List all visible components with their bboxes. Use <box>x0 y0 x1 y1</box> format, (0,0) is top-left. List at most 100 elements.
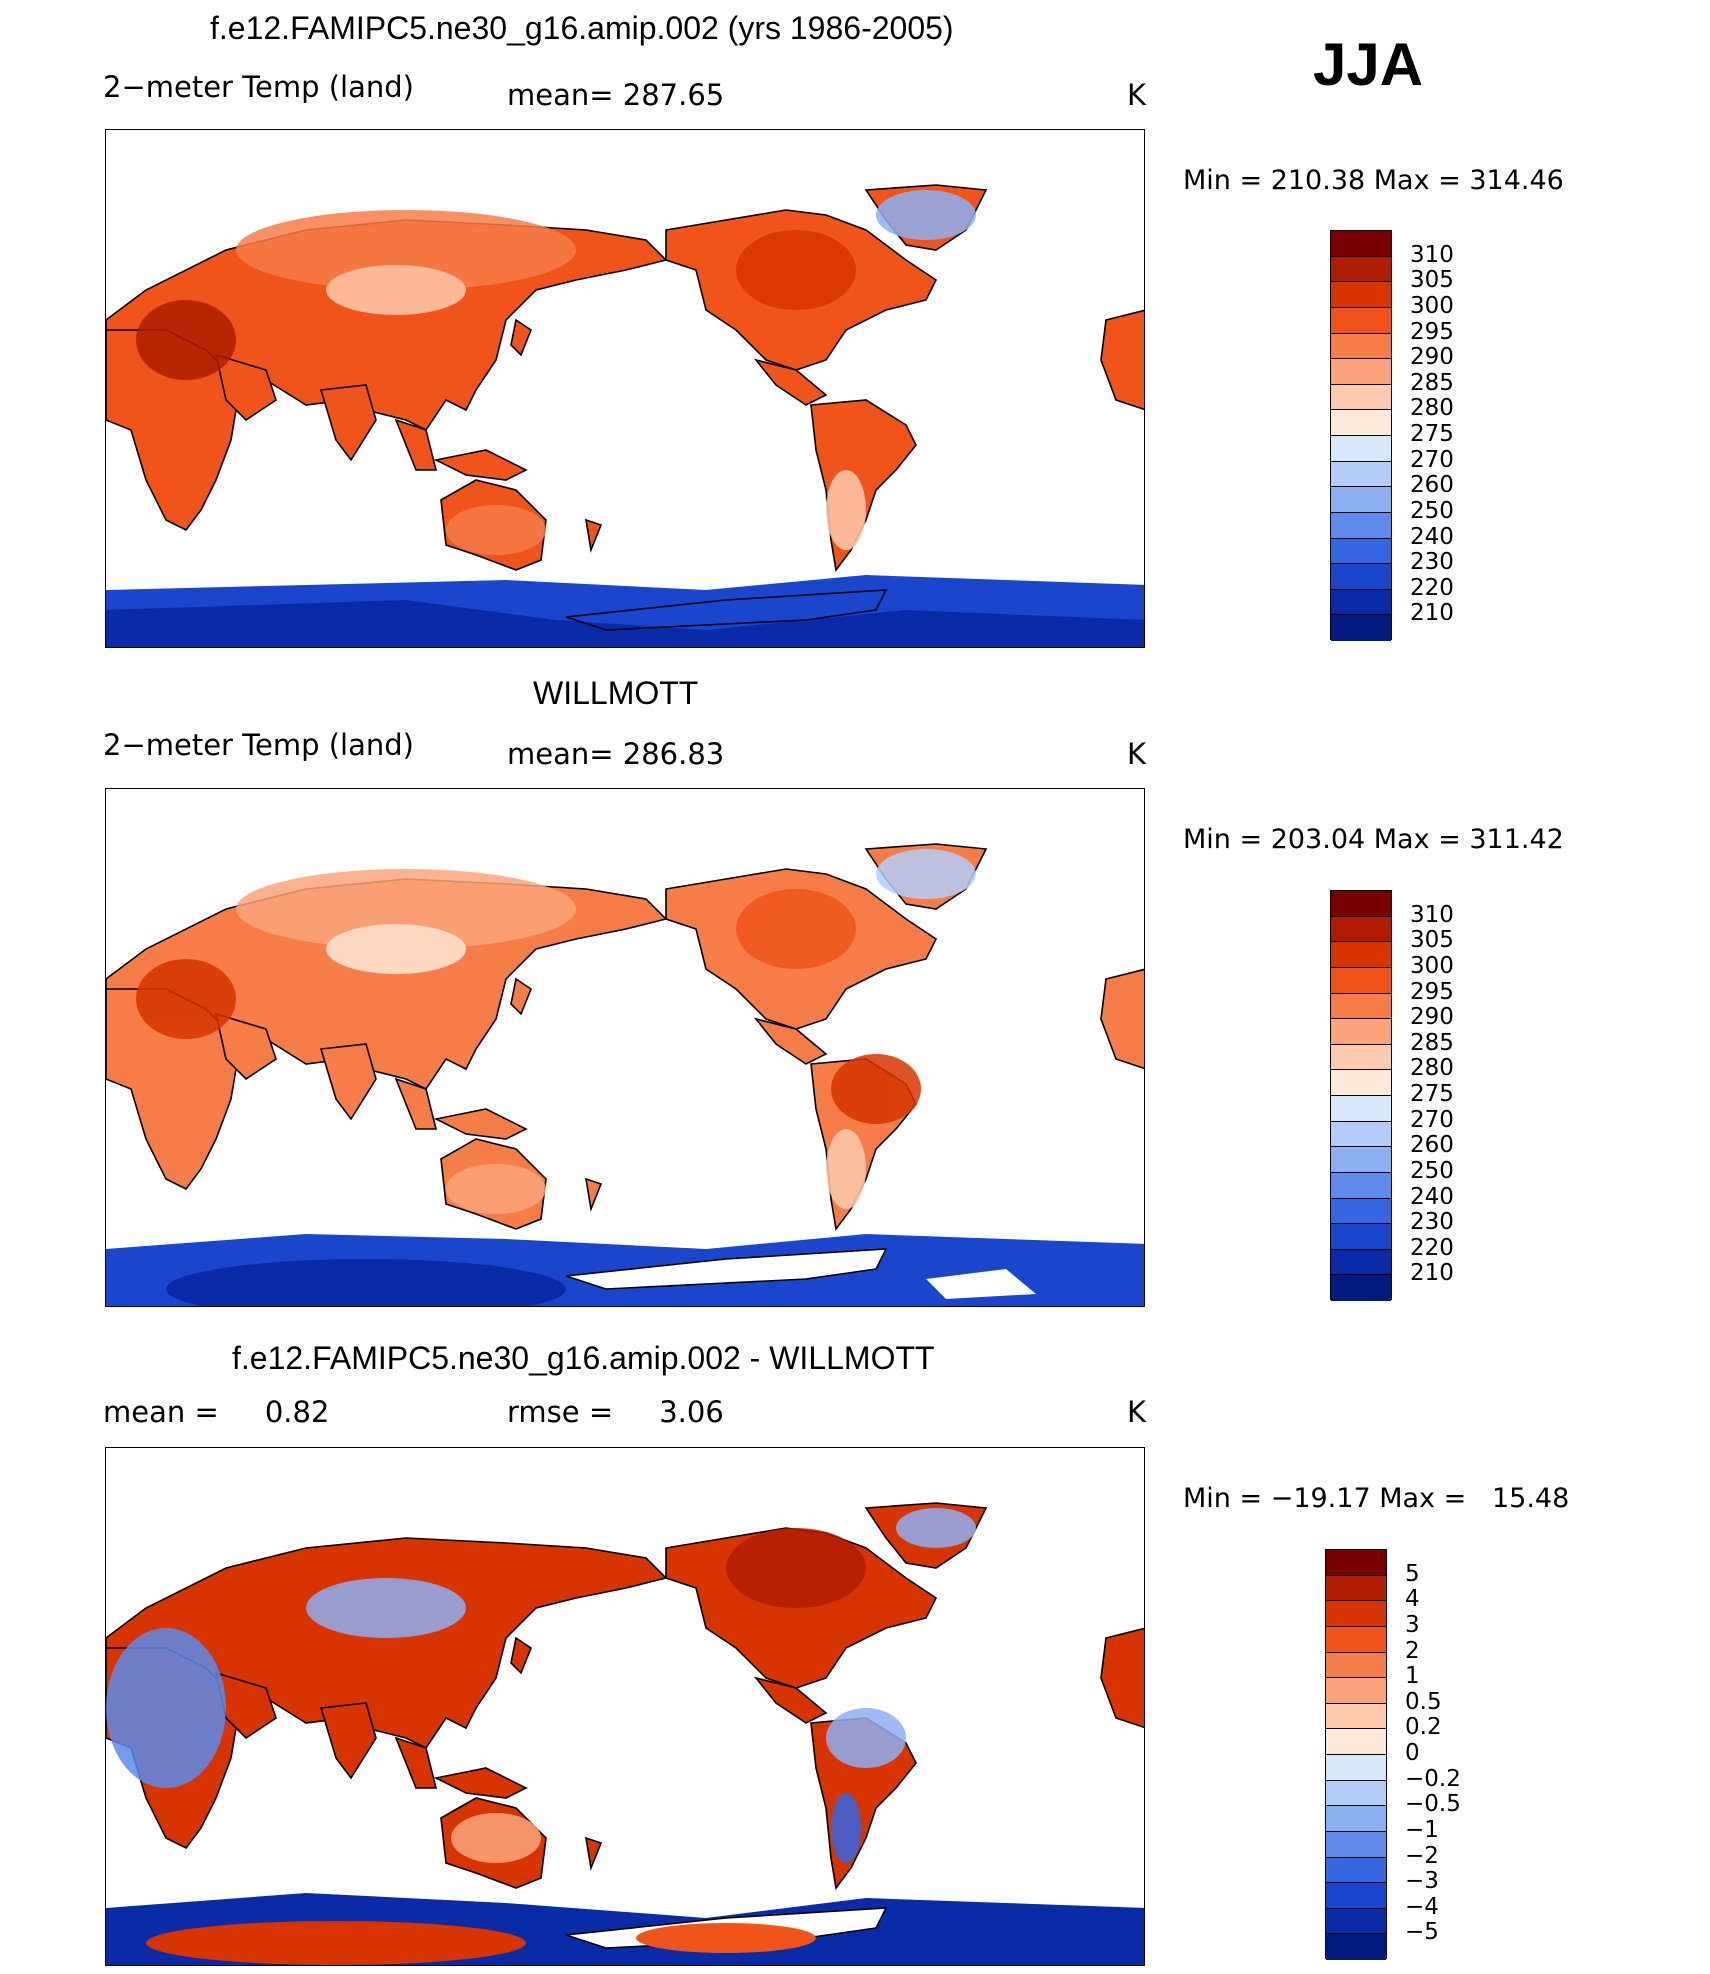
colorbar-swatch <box>1331 916 1391 943</box>
colorbar-tick-label: 230 <box>1410 1209 1454 1236</box>
colorbar-tick-label: −0.5 <box>1405 1791 1461 1818</box>
colorbar-swatch <box>1331 461 1391 488</box>
colorbar-swatch <box>1331 538 1391 565</box>
panel-3-colorbar <box>1325 1549 1387 1960</box>
colorbar-swatch <box>1331 307 1391 334</box>
colorbar-swatch <box>1331 256 1391 283</box>
colorbar-swatch <box>1331 359 1391 385</box>
colorbar-tick-label: 310 <box>1410 901 1454 928</box>
colorbar-swatch <box>1331 1019 1391 1045</box>
panel-2-colorbar <box>1330 890 1392 1301</box>
panel-1-colorbar <box>1330 230 1392 641</box>
colorbar-tick-label: −4 <box>1405 1893 1439 1920</box>
colorbar-swatch <box>1331 1121 1391 1148</box>
colorbar-tick-label: 220 <box>1410 1234 1454 1261</box>
panel-1-mean-label: mean= 287.65 <box>507 78 725 112</box>
colorbar-tick-label: 305 <box>1410 267 1454 294</box>
panel-3-minmax: Min = −19.17 Max = 15.48 <box>1183 1483 1570 1514</box>
colorbar-swatch <box>1326 1883 1386 1909</box>
colorbar-tick-label: 230 <box>1410 549 1454 576</box>
colorbar-swatch <box>1331 1249 1391 1276</box>
colorbar-tick-label: 295 <box>1410 978 1454 1005</box>
colorbar-tick-label: 250 <box>1410 497 1454 524</box>
colorbar-swatch <box>1331 564 1391 590</box>
colorbar-tick-label: −2 <box>1405 1842 1439 1869</box>
colorbar-swatch <box>1331 1096 1391 1122</box>
panel-3-map-svg <box>106 1502 1144 1965</box>
colorbar-tick-label: 5 <box>1405 1560 1420 1587</box>
colorbar-tick-label: 0 <box>1405 1740 1420 1766</box>
colorbar-tick-label: 270 <box>1410 446 1454 473</box>
panel-2-units: K <box>1127 737 1147 771</box>
colorbar-swatch <box>1331 615 1391 641</box>
colorbar-swatch <box>1331 1070 1391 1096</box>
colorbar-swatch <box>1326 1550 1386 1576</box>
colorbar-tick-label: 290 <box>1410 344 1454 371</box>
colorbar-tick-label: 295 <box>1410 318 1454 345</box>
colorbar-swatch <box>1326 1908 1386 1935</box>
colorbar-tick-label: −5 <box>1405 1919 1439 1946</box>
colorbar-tick-label: 270 <box>1410 1106 1454 1133</box>
colorbar-swatch <box>1331 1147 1391 1173</box>
panel-2-title: WILLMOTT <box>533 675 699 711</box>
colorbar-tick-label: 250 <box>1410 1157 1454 1184</box>
colorbar-tick-label: 4 <box>1405 1586 1420 1613</box>
panel-2-minmax: Min = 203.04 Max = 311.42 <box>1183 824 1564 855</box>
colorbar-tick-label: 240 <box>1410 1183 1454 1210</box>
colorbar-swatch <box>1331 942 1391 968</box>
panel-2-variable-label: 2−meter Temp (land) <box>103 728 414 762</box>
colorbar-tick-label: 210 <box>1410 1260 1454 1287</box>
colorbar-swatch <box>1331 967 1391 994</box>
colorbar-swatch <box>1326 1652 1386 1679</box>
colorbar-tick-label: 260 <box>1410 1132 1454 1159</box>
colorbar-tick-label: −1 <box>1405 1816 1439 1843</box>
colorbar-tick-label: 310 <box>1410 241 1454 268</box>
colorbar-tick-label: 305 <box>1410 927 1454 954</box>
panel-2-map <box>105 788 1145 1307</box>
colorbar-swatch <box>1331 282 1391 308</box>
colorbar-tick-label: 0.2 <box>1405 1714 1442 1741</box>
colorbar-swatch <box>1326 1806 1386 1832</box>
colorbar-swatch <box>1331 1172 1391 1199</box>
panel-1-variable-label: 2−meter Temp (land) <box>103 70 414 104</box>
colorbar-swatch <box>1331 410 1391 436</box>
colorbar-swatch <box>1331 231 1391 257</box>
colorbar-swatch <box>1331 589 1391 616</box>
panel-3-title: f.e12.FAMIPC5.ne30_g16.amip.002 - WILLMO… <box>232 1340 935 1376</box>
colorbar-swatch <box>1331 1198 1391 1225</box>
panel-1-map <box>105 129 1145 648</box>
panel-3-map <box>105 1447 1145 1966</box>
colorbar-swatch <box>1331 1044 1391 1071</box>
colorbar-tick-label: 275 <box>1410 1081 1454 1107</box>
colorbar-swatch <box>1331 891 1391 917</box>
colorbar-tick-label: 260 <box>1410 472 1454 499</box>
colorbar-swatch <box>1326 1755 1386 1781</box>
colorbar-tick-label: 2 <box>1405 1637 1420 1664</box>
panel-3-mean-label: mean = 0.82 <box>103 1395 330 1429</box>
colorbar-swatch <box>1326 1780 1386 1807</box>
panel-2-map-svg <box>106 843 1144 1306</box>
colorbar-tick-label: 1 <box>1405 1663 1420 1690</box>
colorbar-tick-label: 290 <box>1410 1004 1454 1031</box>
colorbar-tick-label: 0.5 <box>1405 1688 1442 1715</box>
colorbar-tick-label: 280 <box>1410 395 1454 422</box>
colorbar-swatch <box>1331 436 1391 462</box>
colorbar-tick-label: 300 <box>1410 952 1454 979</box>
colorbar-swatch <box>1326 1601 1386 1627</box>
panel-1-title: f.e12.FAMIPC5.ne30_g16.amip.002 (yrs 198… <box>210 10 954 46</box>
colorbar-swatch <box>1326 1729 1386 1755</box>
colorbar-tick-label: −3 <box>1405 1868 1439 1895</box>
colorbar-swatch <box>1326 1934 1386 1960</box>
panel-1-map-svg <box>106 184 1144 647</box>
colorbar-swatch <box>1326 1575 1386 1602</box>
season-label: JJA <box>1313 31 1424 98</box>
colorbar-tick-label: −0.2 <box>1405 1765 1461 1792</box>
colorbar-tick-label: 240 <box>1410 523 1454 550</box>
colorbar-swatch <box>1326 1831 1386 1858</box>
colorbar-tick-label: 3 <box>1405 1611 1420 1638</box>
colorbar-tick-label: 220 <box>1410 574 1454 601</box>
colorbar-tick-label: 280 <box>1410 1055 1454 1082</box>
colorbar-swatch <box>1331 487 1391 513</box>
colorbar-swatch <box>1326 1703 1386 1730</box>
colorbar-swatch <box>1326 1857 1386 1884</box>
